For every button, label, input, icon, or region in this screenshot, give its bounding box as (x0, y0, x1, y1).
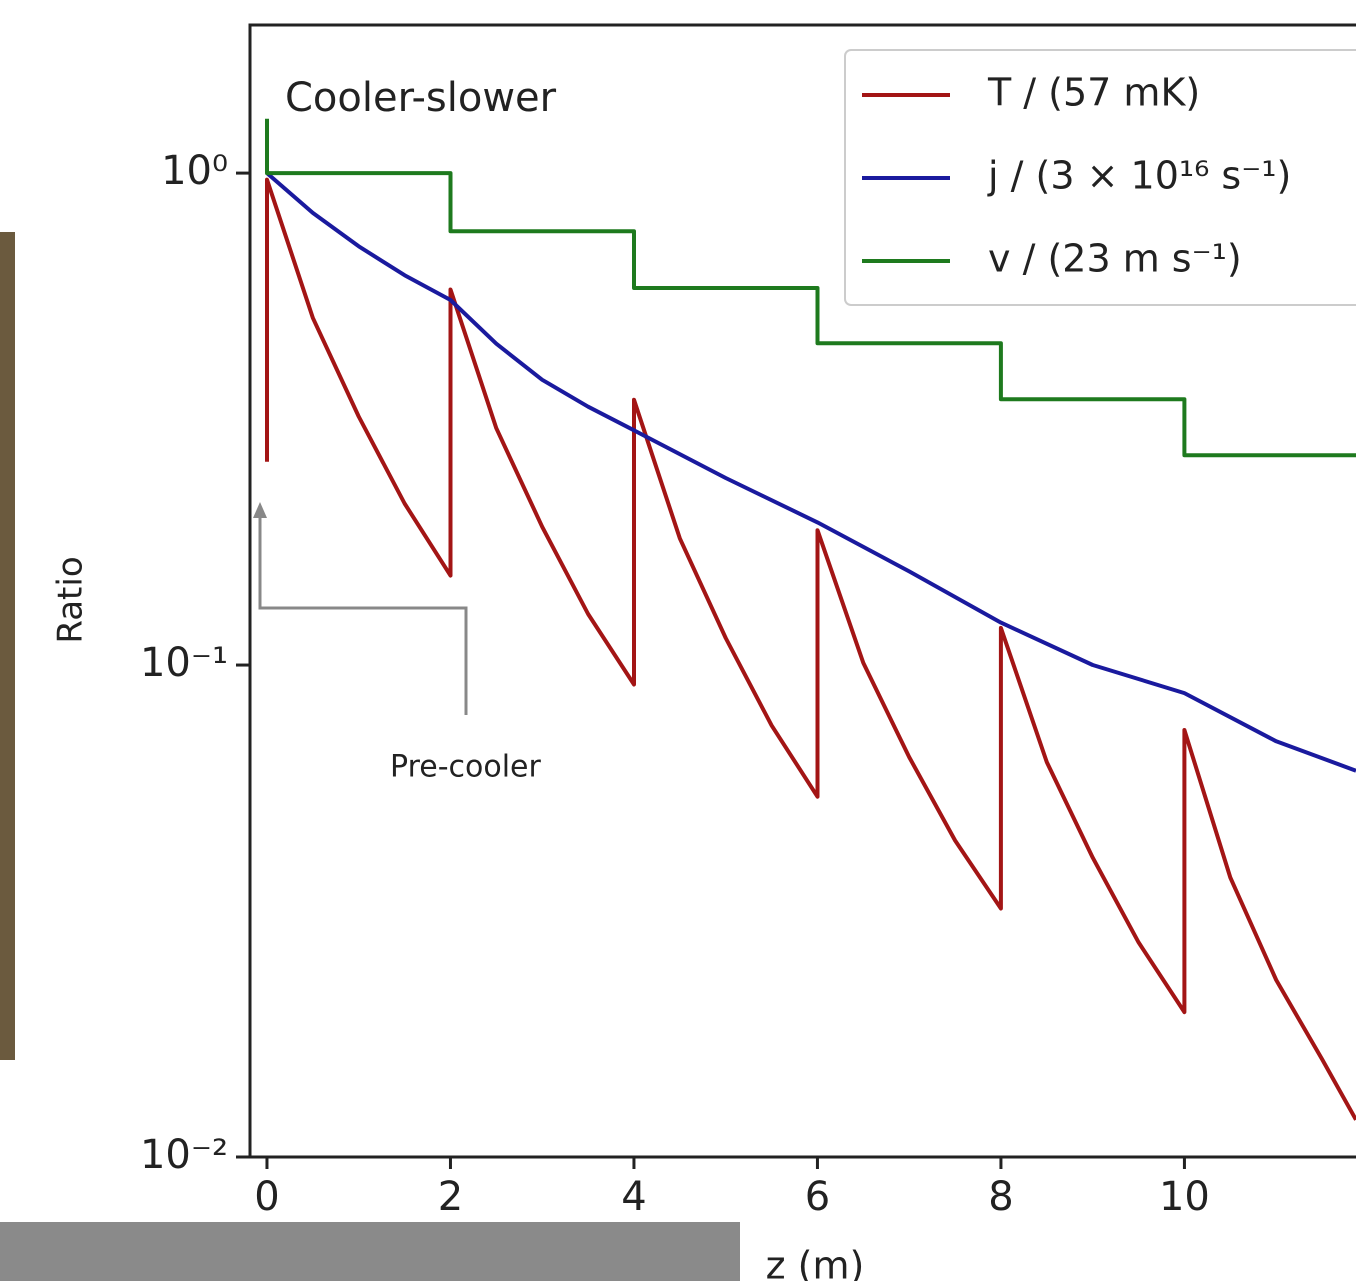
x-tick-label: 8 (988, 1174, 1013, 1220)
y-tick-label: 10⁻¹ (140, 640, 228, 686)
photo-fragment (0, 232, 15, 1060)
x-tick-label: 0 (254, 1174, 279, 1220)
y-tick-label: 10⁻² (140, 1132, 228, 1178)
legend-label: T / (57 mK) (987, 71, 1200, 115)
legend-label: j / (3 × 10¹⁶ s⁻¹) (987, 154, 1291, 198)
annotation: Cooler-slower (285, 75, 557, 121)
x-axis-label: z (m) (766, 1244, 865, 1281)
x-tick-label: 10 (1159, 1174, 1210, 1220)
y-tick-label: 10⁰ (161, 148, 228, 194)
series-line (265, 177, 1356, 1121)
legend-label: v / (23 m s⁻¹) (988, 237, 1242, 281)
legend-box (844, 49, 1356, 306)
y-axis-label: Ratio (51, 556, 91, 643)
plot-frame (248, 23, 1356, 1159)
annotation: Pre-cooler (390, 750, 542, 785)
series-line (265, 171, 1356, 773)
arrow-head (253, 502, 267, 518)
x-tick-label: 2 (438, 1174, 463, 1220)
series-line (265, 118, 1356, 458)
x-tick-label: 6 (805, 1174, 830, 1220)
x-tick-label: 4 (621, 1174, 646, 1220)
arrow (258, 512, 468, 715)
photo-fragment (0, 1222, 740, 1281)
